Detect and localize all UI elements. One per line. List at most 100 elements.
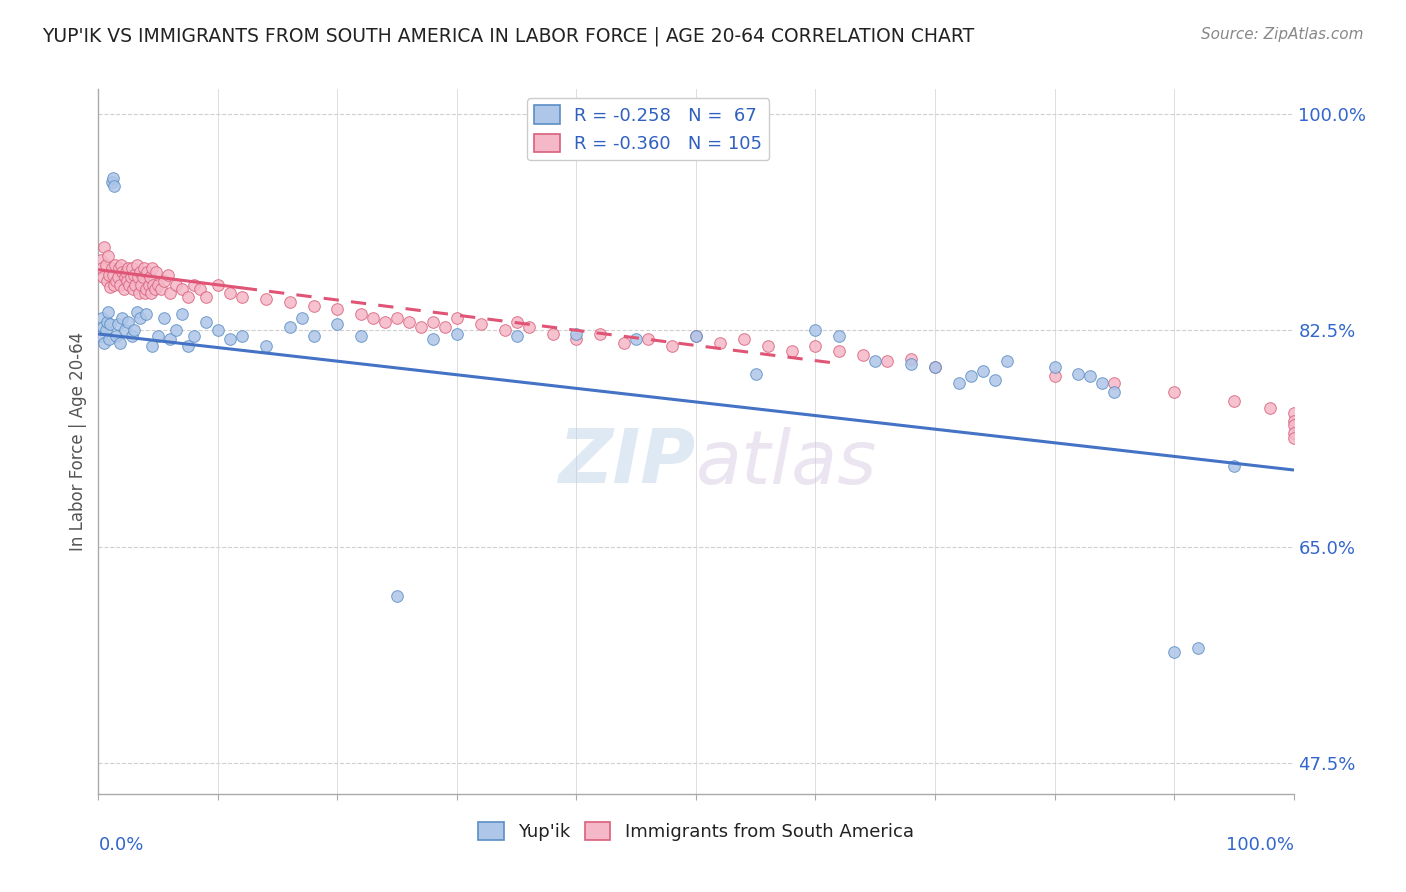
Point <box>93 335 115 350</box>
Point <box>100 175 122 189</box>
Point <box>1282 406 1305 420</box>
Point <box>494 323 516 337</box>
Point <box>219 286 242 301</box>
Point <box>145 265 167 279</box>
Point <box>103 178 125 193</box>
Point <box>105 329 128 343</box>
Point <box>350 307 373 321</box>
Point <box>254 339 277 353</box>
Point <box>195 290 218 304</box>
Point <box>506 315 529 329</box>
Point <box>91 261 114 276</box>
Point <box>470 317 492 331</box>
Point <box>135 283 157 297</box>
Point <box>134 286 156 301</box>
Point <box>254 293 277 307</box>
Point <box>1187 640 1209 655</box>
Point <box>125 258 148 272</box>
Point <box>434 319 457 334</box>
Point <box>1223 393 1246 408</box>
Point <box>517 319 540 334</box>
Point <box>326 317 349 331</box>
Point <box>117 261 139 276</box>
Point <box>207 277 229 292</box>
Point <box>411 319 433 334</box>
Point <box>446 310 468 325</box>
Point <box>120 270 142 285</box>
Point <box>685 329 707 343</box>
Point <box>589 326 612 341</box>
Point <box>108 277 131 292</box>
Point <box>1104 385 1126 400</box>
Point <box>165 323 187 337</box>
Point <box>107 270 129 285</box>
Point <box>114 270 136 285</box>
Point <box>159 286 181 301</box>
Point <box>1080 369 1102 384</box>
Point <box>153 310 176 325</box>
Point <box>852 348 875 362</box>
Point <box>128 286 150 301</box>
Point <box>142 277 165 292</box>
Point <box>302 299 325 313</box>
Point <box>136 265 159 279</box>
Point <box>363 310 385 325</box>
Point <box>804 323 827 337</box>
Point <box>183 277 205 292</box>
Point <box>780 344 803 359</box>
Point <box>326 302 349 317</box>
Point <box>94 323 117 337</box>
Point <box>132 261 155 276</box>
Point <box>94 258 117 272</box>
Point <box>129 310 152 325</box>
Point <box>129 265 152 279</box>
Point <box>661 339 683 353</box>
Point <box>112 283 135 297</box>
Point <box>139 286 162 301</box>
Point <box>91 310 114 325</box>
Point <box>100 261 122 276</box>
Point <box>828 344 851 359</box>
Point <box>153 274 176 288</box>
Point <box>97 249 120 263</box>
Point <box>613 335 636 350</box>
Point <box>105 274 128 288</box>
Point <box>156 268 179 282</box>
Point <box>122 283 145 297</box>
Point <box>231 329 253 343</box>
Point <box>278 319 301 334</box>
Point <box>93 240 115 254</box>
Point <box>115 265 138 279</box>
Point <box>143 283 166 297</box>
Point <box>121 261 143 276</box>
Point <box>541 326 564 341</box>
Point <box>172 283 194 297</box>
Point <box>90 252 112 267</box>
Point <box>972 364 994 378</box>
Point <box>1282 413 1305 427</box>
Point <box>90 329 112 343</box>
Point <box>385 310 409 325</box>
Text: 0.0%: 0.0% <box>98 836 143 855</box>
Point <box>1067 367 1090 381</box>
Point <box>422 332 444 346</box>
Point <box>124 268 146 282</box>
Point <box>91 319 114 334</box>
Point <box>127 270 149 285</box>
Point <box>995 354 1018 368</box>
Legend: Yup'ik, Immigrants from South America: Yup'ik, Immigrants from South America <box>471 814 921 848</box>
Point <box>948 376 970 391</box>
Point <box>1282 425 1305 440</box>
Text: 100.0%: 100.0% <box>1226 836 1294 855</box>
Point <box>118 277 141 292</box>
Point <box>96 315 118 329</box>
Point <box>446 326 468 341</box>
Point <box>195 315 218 329</box>
Point <box>131 270 153 285</box>
Point <box>135 307 157 321</box>
Point <box>98 280 122 294</box>
Y-axis label: In Labor Force | Age 20-64: In Labor Force | Age 20-64 <box>69 332 87 551</box>
Point <box>148 329 170 343</box>
Point <box>207 323 229 337</box>
Point <box>1091 376 1114 391</box>
